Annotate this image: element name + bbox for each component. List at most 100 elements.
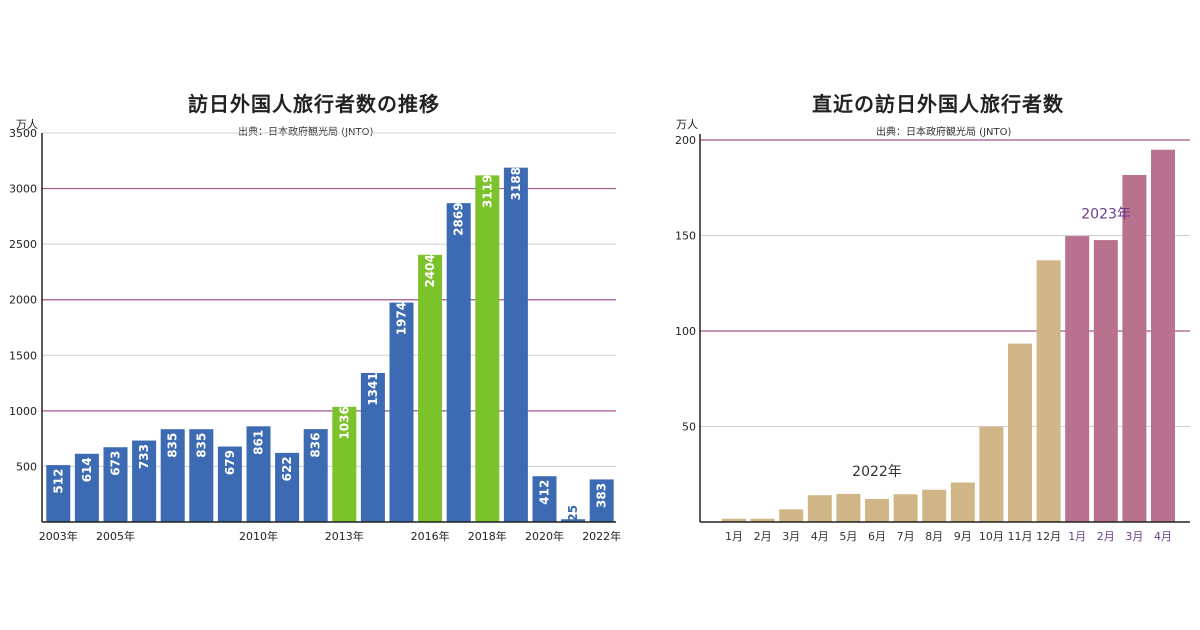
right-bar bbox=[950, 482, 975, 522]
left-bar bbox=[332, 406, 357, 522]
right-bar bbox=[979, 426, 1004, 522]
right-chart-title: 直近の訪日外国人旅行者数 bbox=[812, 92, 1064, 116]
right-x-tick-label: 9月 bbox=[954, 530, 972, 543]
left-bar-value-label: 1341 bbox=[366, 372, 380, 405]
left-x-tick-label: 2016年 bbox=[411, 529, 450, 543]
left-chart-unit: 万人 bbox=[16, 118, 38, 131]
right-x-tick-label: 4月 bbox=[1154, 530, 1172, 543]
left-bar-value-label: 835 bbox=[166, 433, 180, 458]
left-bar-value-label: 679 bbox=[223, 450, 237, 475]
right-x-tick-label: 12月 bbox=[1036, 530, 1061, 543]
left-x-tick-label: 2018年 bbox=[468, 529, 507, 543]
left-bar bbox=[132, 440, 157, 522]
right-bar bbox=[836, 493, 861, 522]
right-x-tick-label: 1月 bbox=[725, 530, 743, 543]
left-y-tick-label: 3500 bbox=[9, 127, 37, 140]
left-bar-value-label: 836 bbox=[309, 433, 323, 458]
right-x-tick-label: 2月 bbox=[1097, 530, 1115, 543]
right-bar bbox=[1036, 260, 1061, 522]
left-bar-value-label: 412 bbox=[538, 480, 552, 505]
left-chart-title: 訪日外国人旅行者数の推移 bbox=[188, 92, 440, 116]
left-x-tick-label: 2022年 bbox=[582, 529, 621, 543]
left-bar bbox=[246, 426, 271, 522]
left-bar bbox=[189, 429, 214, 522]
left-bar-value-label: 2869 bbox=[452, 202, 466, 235]
right-x-tick-label: 1月 bbox=[1068, 530, 1086, 543]
left-bar bbox=[561, 519, 586, 522]
left-y-tick-label: 2500 bbox=[9, 238, 37, 251]
left-y-tick-label: 2000 bbox=[9, 294, 37, 307]
right-bar bbox=[1122, 174, 1147, 522]
right-bar bbox=[779, 509, 804, 522]
right-x-tick-label: 8月 bbox=[925, 530, 943, 543]
right-bar bbox=[1151, 149, 1175, 522]
left-bar-value-label: 512 bbox=[51, 469, 65, 494]
left-bar bbox=[46, 465, 71, 522]
right-series-label-2022: 2022年 bbox=[852, 464, 902, 480]
right-x-tick-label: 4月 bbox=[811, 530, 829, 543]
left-x-tick-label: 2003年 bbox=[39, 529, 78, 543]
right-y-tick-label: 200 bbox=[675, 134, 696, 147]
right-chart-source: 出典：日本政府観光局 (JNTO) bbox=[876, 127, 1012, 138]
right-bar bbox=[893, 494, 918, 522]
left-bar-value-label: 383 bbox=[595, 483, 609, 508]
left-bar-value-label: 835 bbox=[194, 433, 208, 458]
right-x-tick-label: 6月 bbox=[868, 530, 886, 543]
left-bar-value-label: 1974 bbox=[395, 302, 409, 335]
left-bar bbox=[217, 446, 242, 522]
right-y-tick-label: 100 bbox=[675, 325, 696, 338]
left-x-tick-label: 2013年 bbox=[325, 529, 364, 543]
right-y-tick-label: 150 bbox=[675, 230, 696, 243]
left-y-tick-label: 1000 bbox=[9, 405, 37, 418]
right-x-tick-label: 10月 bbox=[979, 530, 1004, 543]
right-bar bbox=[807, 495, 832, 522]
left-bar-value-label: 3188 bbox=[509, 167, 523, 200]
right-x-tick-label: 5月 bbox=[839, 530, 857, 543]
right-bar bbox=[865, 499, 889, 522]
left-bar bbox=[303, 429, 328, 522]
right-bar bbox=[750, 518, 775, 522]
left-bar bbox=[360, 372, 385, 522]
right-bar bbox=[922, 489, 947, 522]
left-bar-value-label: 861 bbox=[252, 430, 266, 455]
right-series-label-2023: 2023年 bbox=[1081, 206, 1131, 222]
left-bar bbox=[389, 302, 414, 522]
right-x-tick-label: 7月 bbox=[897, 530, 915, 543]
right-bar bbox=[1093, 240, 1118, 523]
left-bar bbox=[446, 203, 471, 522]
left-x-tick-label: 2010年 bbox=[239, 529, 278, 543]
left-bar bbox=[103, 447, 128, 522]
left-bar-value-label: 673 bbox=[109, 451, 123, 476]
right-x-tick-label: 3月 bbox=[1125, 530, 1143, 543]
left-x-tick-label: 2020年 bbox=[525, 529, 564, 543]
left-bar bbox=[475, 175, 500, 522]
left-bar-value-label: 614 bbox=[80, 457, 94, 482]
left-bar-value-label: 25 bbox=[566, 505, 580, 522]
left-bar bbox=[589, 479, 614, 522]
left-bar bbox=[503, 167, 528, 522]
left-y-tick-label: 1500 bbox=[9, 349, 37, 362]
right-y-tick-label: 50 bbox=[682, 421, 696, 434]
right-x-tick-label: 2月 bbox=[754, 530, 772, 543]
left-bar bbox=[160, 429, 185, 522]
left-y-tick-label: 3000 bbox=[9, 183, 37, 196]
left-bar-value-label: 733 bbox=[137, 444, 151, 469]
right-bar bbox=[722, 518, 746, 522]
left-bar-value-label: 1036 bbox=[337, 406, 351, 439]
left-bar bbox=[275, 452, 300, 522]
right-bar bbox=[1065, 236, 1090, 522]
left-bar-value-label: 2404 bbox=[423, 254, 437, 287]
right-bar bbox=[1008, 343, 1032, 522]
left-bar bbox=[532, 476, 557, 522]
left-bar bbox=[418, 254, 443, 523]
right-chart-unit: 万人 bbox=[676, 118, 698, 131]
left-bar-value-label: 622 bbox=[280, 456, 294, 481]
left-x-tick-label: 2005年 bbox=[96, 529, 135, 543]
left-bar-value-label: 3119 bbox=[480, 175, 494, 208]
left-y-tick-label: 500 bbox=[16, 460, 37, 473]
right-x-tick-label: 11月 bbox=[1008, 530, 1033, 543]
left-bar bbox=[74, 453, 99, 522]
right-x-tick-label: 3月 bbox=[782, 530, 800, 543]
